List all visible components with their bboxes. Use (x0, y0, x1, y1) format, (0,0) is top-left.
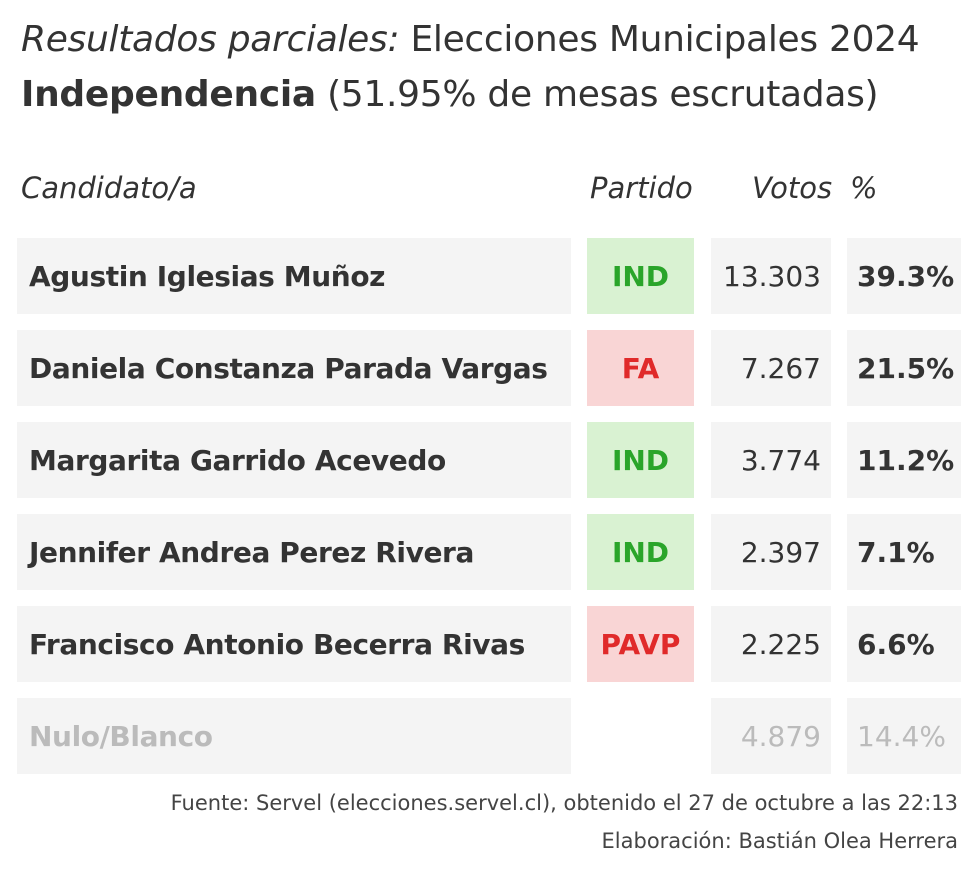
party-badge: PAVP (587, 606, 694, 682)
votes-value: 13.303 (711, 238, 831, 314)
pct-value: 7.1% (847, 514, 961, 590)
votes-value: 4.879 (711, 698, 831, 774)
candidate-name: Agustin Iglesias Muñoz (17, 238, 571, 314)
candidate-name: Margarita Garrido Acevedo (17, 422, 571, 498)
party-badge: IND (587, 422, 694, 498)
party-badge: IND (587, 514, 694, 590)
chart-title: Resultados parciales: Elecciones Municip… (21, 16, 920, 64)
pct-value: 6.6% (847, 606, 961, 682)
candidate-name: Nulo/Blanco (17, 698, 571, 774)
votes-value: 2.225 (711, 606, 831, 682)
candidate-name: Francisco Antonio Becerra Rivas (17, 606, 571, 682)
party-badge: IND (587, 238, 694, 314)
header-party: Partido (590, 171, 693, 205)
commune-name: Independencia (21, 74, 316, 115)
votes-value: 3.774 (711, 422, 831, 498)
votes-value: 7.267 (711, 330, 831, 406)
party-badge: FA (587, 330, 694, 406)
header-votes: Votos (752, 171, 833, 205)
source-note: Fuente: Servel (elecciones.servel.cl), o… (170, 791, 958, 815)
pct-value: 39.3% (847, 238, 961, 314)
header-pct: % (850, 171, 878, 205)
progress-text: (51.95% de mesas escrutadas) (315, 74, 879, 115)
pct-value: 14.4% (847, 698, 961, 774)
title-prefix: Resultados parciales: (21, 19, 400, 60)
pct-value: 21.5% (847, 330, 961, 406)
pct-value: 11.2% (847, 422, 961, 498)
credit-note: Elaboración: Bastián Olea Herrera (601, 829, 958, 853)
candidate-name: Daniela Constanza Parada Vargas (17, 330, 571, 406)
candidate-name: Jennifer Andrea Perez Rivera (17, 514, 571, 590)
votes-value: 2.397 (711, 514, 831, 590)
header-candidate: Candidato/a (21, 171, 197, 205)
title-main: Elecciones Municipales 2024 (399, 19, 920, 60)
chart-subtitle: Independencia (51.95% de mesas escrutada… (21, 71, 879, 119)
